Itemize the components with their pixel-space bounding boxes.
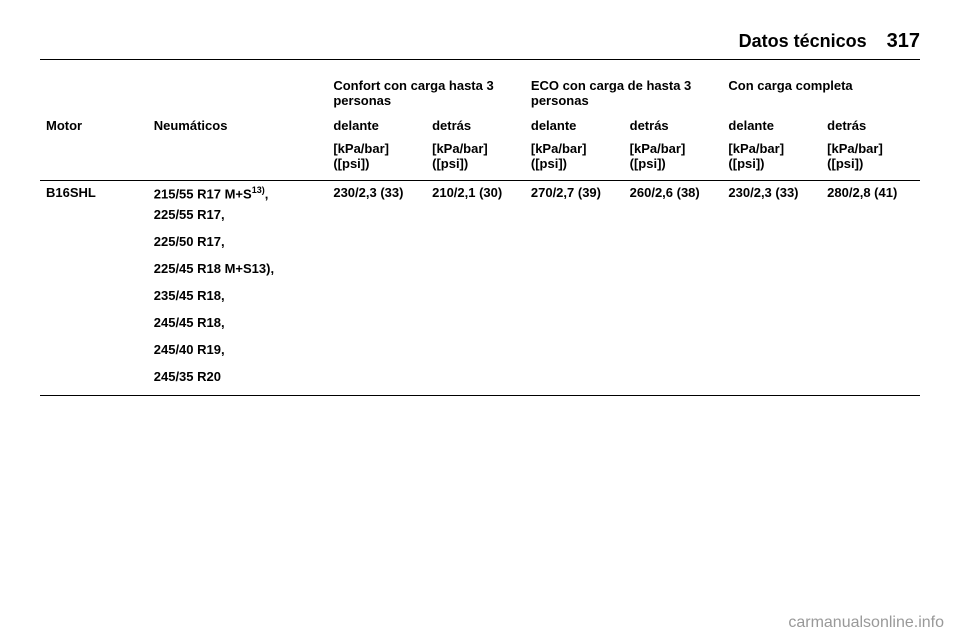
tire-primary-suffix: ,: [265, 186, 269, 201]
val-full-rear: 280/2,8 (41): [821, 181, 920, 395]
group-header-row: Confort con carga hasta 3 personas ECO c…: [40, 78, 920, 114]
col-eco-rear: detrás: [624, 114, 723, 137]
tire-item: 245/35 R20: [154, 363, 322, 390]
unit-cell: [kPa/bar] ([psi]): [821, 137, 920, 179]
unit-cell: [kPa/bar] ([psi]): [722, 137, 821, 179]
tire-item: 225/50 R17,: [154, 228, 322, 255]
unit-row: [kPa/bar] ([psi]) [kPa/bar] ([psi]) [kPa…: [40, 137, 920, 179]
tire-item: 235/45 R18,: [154, 282, 322, 309]
page-header: Datos técnicos 317: [40, 30, 920, 60]
data-row: B16SHL 215/55 R17 M+S13), 225/55 R17, 22…: [40, 181, 920, 395]
val-eco-rear: 260/2,6 (38): [624, 181, 723, 395]
col-comfort-front: delante: [327, 114, 426, 137]
val-comfort-front: 230/2,3 (33): [327, 181, 426, 395]
val-eco-front: 270/2,7 (39): [525, 181, 624, 395]
tire-item: 245/40 R19,: [154, 336, 322, 363]
unit-cell: [kPa/bar] ([psi]): [426, 137, 525, 179]
col-comfort-rear: detrás: [426, 114, 525, 137]
group-full: Con carga completa: [722, 78, 920, 114]
group-eco: ECO con carga de hasta 3 personas: [525, 78, 723, 114]
tires-cell: 215/55 R17 M+S13), 225/55 R17, 225/50 R1…: [148, 181, 328, 395]
pressure-table: Confort con carga hasta 3 personas ECO c…: [40, 78, 920, 396]
tire-sup: 13): [252, 185, 265, 195]
tire-item: 225/45 R18 M+S13),: [154, 255, 322, 282]
col-full-front: delante: [722, 114, 821, 137]
page-number: 317: [887, 30, 920, 53]
col-motor: Motor: [40, 114, 148, 137]
sub-header-row: Motor Neumáticos delante detrás delante …: [40, 114, 920, 137]
col-full-rear: detrás: [821, 114, 920, 137]
page-content: Datos técnicos 317 Confort con carga has…: [0, 0, 960, 396]
divider-row: [40, 394, 920, 396]
motor-cell: B16SHL: [40, 181, 148, 395]
tire-item: 225/55 R17,: [154, 201, 322, 228]
group-comfort: Confort con carga hasta 3 personas: [327, 78, 525, 114]
unit-cell: [kPa/bar] ([psi]): [624, 137, 723, 179]
col-tires: Neumáticos: [148, 114, 328, 137]
watermark: carmanualsonline.info: [788, 614, 944, 632]
tire-primary: 215/55 R17 M+S: [154, 186, 252, 201]
unit-cell: [kPa/bar] ([psi]): [327, 137, 426, 179]
tire-list: 225/55 R17, 225/50 R17, 225/45 R18 M+S13…: [154, 201, 322, 390]
val-comfort-rear: 210/2,1 (30): [426, 181, 525, 395]
tire-item: 245/45 R18,: [154, 309, 322, 336]
unit-cell: [kPa/bar] ([psi]): [525, 137, 624, 179]
section-title: Datos técnicos: [739, 31, 867, 52]
val-full-front: 230/2,3 (33): [722, 181, 821, 395]
col-eco-front: delante: [525, 114, 624, 137]
